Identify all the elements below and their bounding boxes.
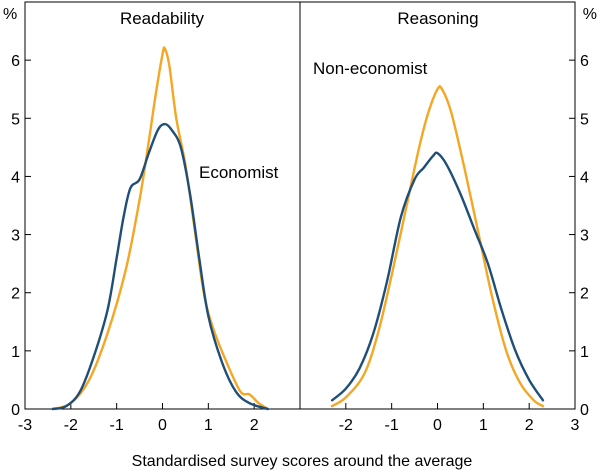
x-axis: -3 -2 -1 0 1 2 -2 -1 0 1 2 3 [18,403,580,434]
y-tick-label: 1 [11,344,20,361]
y-tick-label: 1 [580,344,589,361]
series-lines [51,46,545,411]
chart-frame [24,1,576,410]
y-tick-label: 6 [11,53,20,70]
x-axis-title: Standardised survey scores around the av… [132,453,473,470]
series-label-non-economist: Non-economist [313,59,428,78]
y-tick-label: 5 [11,111,20,128]
y-tick-label: 2 [580,286,589,303]
x-tick-label: 3 [571,417,580,434]
series-line-non-economist [51,46,270,411]
x-tick-label: -2 [64,417,78,434]
x-tick-label: 2 [250,417,259,434]
x-tick-label: 1 [479,417,488,434]
series-line-economist [51,122,270,411]
x-tick-label: -1 [110,417,124,434]
series-line-non-economist [330,85,545,408]
series-label-economist: Economist [199,163,279,182]
x-tick-label: 0 [158,417,167,434]
panel-title-reasoning: Reasoning [397,9,478,28]
x-tick-label: -1 [385,417,399,434]
x-tick-label: 0 [433,417,442,434]
x-tick-label: -3 [18,417,32,434]
y-tick-label: 6 [580,53,589,70]
y-axis-right: 0 1 2 3 4 5 6 [569,53,589,419]
x-tick-label: -2 [339,417,353,434]
y-unit-label-right: % [583,6,597,23]
panel-title-readability: Readability [120,9,205,28]
y-axis-left: 0 1 2 3 4 5 6 [11,53,31,419]
y-tick-label: 3 [580,228,589,245]
y-unit-label-left: % [3,6,17,23]
x-tick-label: 1 [204,417,213,434]
y-tick-label: 3 [11,228,20,245]
y-tick-label: 0 [580,402,589,419]
x-tick-label: 2 [525,417,534,434]
y-tick-label: 2 [11,286,20,303]
y-tick-label: 4 [580,169,589,186]
y-tick-label: 0 [11,402,20,419]
series-line-economist [330,151,545,402]
y-tick-label: 5 [580,111,589,128]
y-tick-label: 4 [11,169,20,186]
